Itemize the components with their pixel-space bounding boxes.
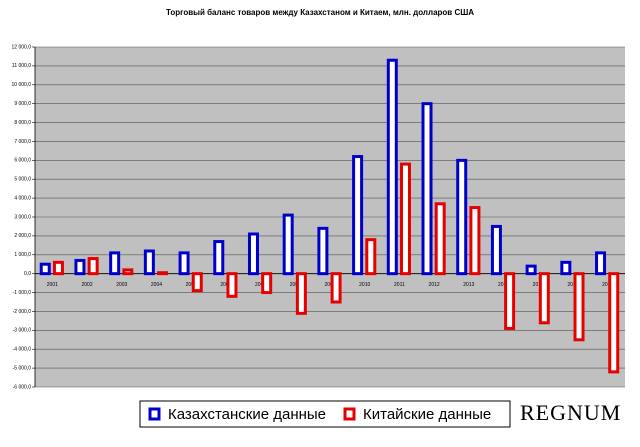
y-tick-label: 2 000,0	[14, 233, 31, 239]
y-tick-label: -6 000,0	[13, 384, 32, 390]
y-tick-label: 6 000,0	[14, 158, 31, 164]
bar	[434, 202, 446, 276]
bar	[39, 262, 51, 276]
bar	[538, 272, 550, 325]
bar	[122, 268, 134, 276]
bar	[421, 102, 433, 276]
y-tick-label: -3 000,0	[13, 328, 32, 334]
bar	[352, 155, 364, 276]
bar	[74, 258, 86, 276]
bar	[525, 264, 537, 276]
bar	[399, 162, 411, 276]
y-tick-label: 11 000,0	[12, 63, 31, 69]
bar	[317, 226, 329, 276]
y-tick-label: 4 000,0	[14, 195, 31, 201]
y-tick-label: -4 000,0	[13, 347, 32, 353]
legend	[139, 400, 511, 428]
x-tick-label: 2012	[429, 282, 440, 288]
x-tick-label: 2007	[255, 282, 266, 288]
bar	[178, 251, 190, 276]
bar	[490, 224, 502, 276]
bar	[456, 158, 468, 276]
x-tick-label: 2013	[463, 282, 474, 288]
y-tick-label: 3 000,0	[14, 214, 31, 220]
y-tick-label: 10 000,0	[12, 82, 32, 88]
bar	[247, 232, 259, 276]
y-tick-label: 5 000,0	[14, 177, 31, 183]
bar	[469, 206, 481, 276]
x-tick-label: 2008	[290, 282, 301, 288]
bar	[191, 272, 203, 293]
bar	[261, 272, 273, 295]
bar	[595, 251, 607, 276]
bar	[608, 272, 620, 374]
bar	[87, 257, 99, 276]
y-tick-label: -2 000,0	[13, 309, 32, 315]
legend-label: Китайские данные	[363, 406, 491, 423]
bar	[365, 238, 377, 276]
x-tick-label: 2005	[186, 282, 197, 288]
bar	[226, 272, 238, 298]
bar	[213, 240, 225, 276]
y-tick-label: 1 000,0	[14, 252, 31, 258]
x-tick-label: 2004	[151, 282, 162, 288]
y-tick-label: -5 000,0	[13, 365, 32, 371]
bar	[330, 272, 342, 304]
legend-label: Казахстанские данные	[168, 406, 326, 423]
bar	[386, 58, 398, 276]
y-tick-label: 9 000,0	[14, 101, 31, 107]
bar	[560, 260, 572, 276]
x-tick-label: 2003	[116, 282, 127, 288]
logo: REGNUM	[520, 400, 621, 425]
y-tick-label: -1 000,0	[13, 290, 32, 296]
bar	[157, 271, 169, 276]
y-tick-label: 12 000,0	[12, 44, 32, 50]
x-tick-label: 2002	[81, 282, 92, 288]
x-tick-label: 2017	[602, 282, 613, 288]
bar	[109, 251, 121, 276]
x-tick-label: 2015	[533, 282, 544, 288]
x-tick-label: 2009	[324, 282, 335, 288]
y-tick-label: 0,0	[24, 271, 31, 277]
bar	[504, 272, 516, 330]
bar	[143, 249, 155, 276]
x-tick-label: 2001	[47, 282, 58, 288]
legend-swatch	[343, 407, 356, 421]
x-tick-label: 2014	[498, 282, 509, 288]
x-tick-label: 2010	[359, 282, 370, 288]
bar	[52, 260, 64, 276]
legend-swatch	[148, 407, 161, 421]
bar	[282, 213, 294, 276]
x-tick-label: 2016	[567, 282, 578, 288]
bar	[573, 272, 585, 342]
bar	[295, 272, 307, 315]
x-tick-label: 2011	[394, 282, 405, 288]
y-tick-label: 7 000,0	[14, 139, 31, 145]
x-tick-label: 2006	[220, 282, 231, 288]
y-tick-label: 8 000,0	[14, 120, 31, 126]
chart-title: Торговый баланс товаров между Казахстано…	[166, 8, 474, 17]
